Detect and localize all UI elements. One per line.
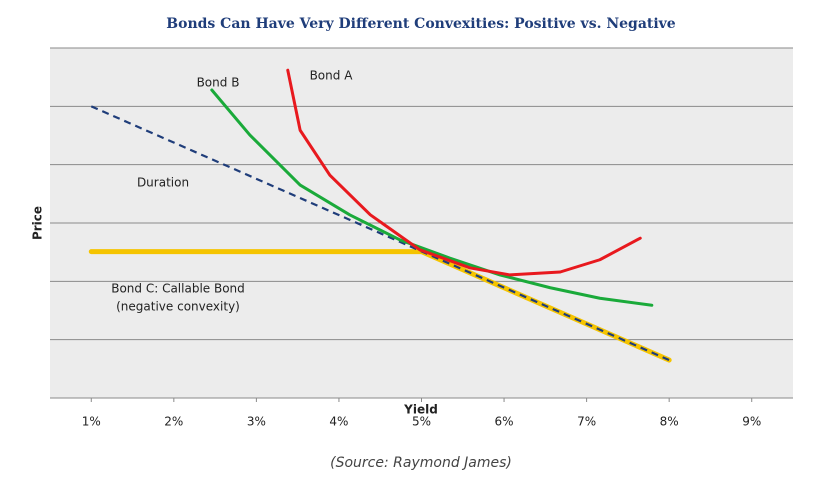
x-tick-label: 6%: [495, 415, 514, 429]
x-tick-label: 7%: [577, 415, 596, 429]
series-label: Duration: [137, 176, 189, 190]
grid: [50, 47, 793, 402]
series-label: Bond A: [310, 69, 354, 83]
x-tick-label: 1%: [82, 415, 101, 429]
series-line: [210, 88, 654, 307]
chart-title: Bonds Can Have Very Different Convexitie…: [166, 16, 676, 32]
x-tick-label: 2%: [164, 415, 183, 429]
lines: [88, 68, 672, 363]
series-line: [286, 68, 642, 277]
x-tick-label: 5%: [412, 415, 431, 429]
series-label: Bond C: Callable Bond: [111, 282, 245, 296]
x-tick-label: 9%: [742, 415, 761, 429]
y-axis-label: Price: [31, 206, 45, 240]
x-axis-label: Yield: [403, 403, 438, 417]
series-label: Bond B: [197, 76, 240, 90]
x-tick-label: 8%: [660, 415, 679, 429]
series-line: [90, 105, 670, 362]
x-tick-label: 3%: [247, 415, 266, 429]
annotation: (negative convexity): [116, 300, 240, 314]
source-note: (Source: Raymond James): [330, 455, 512, 471]
x-tick-label: 4%: [329, 415, 348, 429]
